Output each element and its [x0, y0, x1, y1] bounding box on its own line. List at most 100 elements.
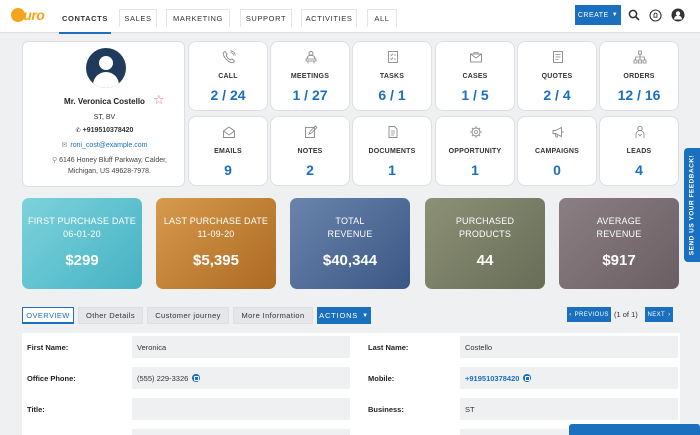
- tile-label: OPPORTUNITY: [448, 148, 502, 155]
- tile-documents[interactable]: DOCUMENTS 1: [352, 116, 432, 186]
- tile-opportunity[interactable]: OPPORTUNITY 1: [435, 116, 515, 186]
- tile-call[interactable]: CALL 2 / 24: [188, 41, 268, 111]
- tile-tasks[interactable]: TASKS 6 / 1: [352, 41, 432, 111]
- caret-down-icon: ▼: [611, 12, 619, 18]
- metric-title: PURCHASED PRODUCTS: [425, 215, 545, 241]
- notes-icon: [303, 124, 319, 140]
- contact-address-text: 6146 Honey Bluff Parkway, Calder, Michig…: [59, 157, 167, 175]
- create-button[interactable]: CREATE ▼: [575, 5, 621, 25]
- next-row-value-left[interactable]: [132, 429, 350, 435]
- metric-title: AVERAGE REVENUE: [559, 215, 679, 241]
- create-label: CREATE: [577, 11, 609, 19]
- business-label: Business:: [368, 405, 404, 414]
- nav-tab-sales[interactable]: SALES: [119, 9, 157, 27]
- office-phone-value[interactable]: (555) 229-3326: [132, 367, 350, 389]
- tile-cases[interactable]: CASES 1 / 5: [435, 41, 515, 111]
- business-text: ST: [465, 404, 475, 414]
- tile-label: CAMPAIGNS: [534, 148, 580, 155]
- cases-icon: [468, 49, 484, 65]
- last-name-label: Last Name:: [368, 343, 409, 352]
- search-icon[interactable]: [627, 8, 641, 22]
- logo-text: auro: [16, 7, 45, 23]
- tile-label: QUOTES: [541, 73, 573, 80]
- metric-title-line: FIRST PURCHASE DATE: [28, 216, 136, 226]
- nav-tab-label: MARKETING: [173, 14, 223, 23]
- tile-label: CASES: [462, 73, 488, 80]
- tile-orders[interactable]: ORDERS 12 / 16: [599, 41, 679, 111]
- orders-icon: [632, 49, 648, 65]
- metric-title: LAST PURCHASE DATE 11-09-20: [156, 215, 276, 241]
- metric-title-line: 11-09-20: [197, 229, 235, 239]
- tile-notes[interactable]: NOTES 2: [270, 116, 350, 186]
- business-value[interactable]: ST: [460, 398, 678, 420]
- last-name-value[interactable]: Costello: [460, 336, 678, 358]
- tile-label: CALL: [218, 73, 238, 80]
- office-phone-label: Office Phone:: [27, 374, 76, 383]
- notification-icon[interactable]: [648, 8, 662, 22]
- office-phone-text: (555) 229-3326: [137, 373, 189, 383]
- tile-label: EMAILS: [214, 148, 242, 155]
- page-count: (1 of 1): [614, 310, 638, 319]
- contact-address: ⚲ 6146 Honey Bluff Parkway, Calder, Mich…: [37, 155, 182, 177]
- mobile-text: +919510378420: [465, 373, 520, 383]
- metric-title-line: REVENUE: [327, 229, 373, 239]
- metric-value: 44: [476, 252, 494, 269]
- last-name-text: Costello: [465, 342, 493, 352]
- tile-emails[interactable]: EMAILS 9: [188, 116, 268, 186]
- tile-campaigns[interactable]: CAMPAIGNS 0: [517, 116, 597, 186]
- tile-value: 4: [635, 162, 643, 178]
- phone-icon: [221, 49, 237, 65]
- quotes-icon: [550, 49, 566, 65]
- metric-value: $299: [65, 252, 99, 269]
- avatar-body: [93, 72, 119, 88]
- mobile-value[interactable]: +919510378420: [460, 367, 678, 389]
- tab-overview[interactable]: OVERVIEW: [22, 307, 74, 324]
- nav-tab-activities[interactable]: ACTIVITIES: [301, 9, 357, 27]
- app-logo[interactable]: auro: [11, 6, 45, 26]
- tile-value: 2 / 4: [543, 87, 571, 103]
- logo-mark: [11, 8, 25, 22]
- email-icon: [221, 124, 237, 140]
- documents-icon: [385, 124, 401, 140]
- nav-tab-label: SUPPORT: [245, 14, 287, 23]
- tile-label: MEETINGS: [290, 73, 330, 80]
- chevron-left-icon: ‹: [569, 311, 572, 318]
- favorite-star-icon[interactable]: ☆: [153, 92, 165, 107]
- chat-bar[interactable]: [569, 424, 700, 435]
- tile-leads[interactable]: LEADS 4: [599, 116, 679, 186]
- nav-tab-marketing[interactable]: MARKETING: [166, 9, 230, 27]
- tile-meetings[interactable]: MEETINGS 1 / 27: [270, 41, 350, 111]
- call-icon[interactable]: [192, 374, 201, 382]
- previous-button[interactable]: ‹ PREVIOUS: [567, 307, 611, 322]
- feedback-tab[interactable]: SEND US YOUR FEEDBACK!: [684, 148, 700, 262]
- first-name-value[interactable]: Veronica: [132, 336, 350, 358]
- user-icon[interactable]: [671, 8, 685, 22]
- contact-email-row[interactable]: ✉ roni_cost@example.com: [23, 141, 186, 149]
- call-icon[interactable]: [523, 374, 532, 382]
- title-label: Title:: [27, 405, 45, 414]
- feedback-label: SEND US YOUR FEEDBACK!: [688, 154, 696, 256]
- tile-quotes[interactable]: QUOTES 2 / 4: [517, 41, 597, 111]
- next-button[interactable]: NEXT ›: [645, 307, 673, 322]
- nav-tab-support[interactable]: SUPPORT: [240, 9, 292, 27]
- first-name-label: First Name:: [27, 343, 69, 352]
- title-value[interactable]: [132, 398, 350, 420]
- tab-more-information[interactable]: More Information: [233, 307, 313, 324]
- tile-value: 12 / 16: [617, 87, 661, 103]
- tile-value: 0: [553, 162, 561, 178]
- metric-value: $5,395: [193, 252, 239, 269]
- tab-customer-journey[interactable]: Customer journey: [147, 307, 229, 324]
- nav-tab-contacts[interactable]: CONTACTS: [58, 9, 112, 34]
- tile-label: ORDERS: [623, 73, 655, 80]
- actions-button[interactable]: ACTIONS ▼: [317, 307, 371, 324]
- metric-title-line: AVERAGE: [596, 216, 642, 226]
- caret-down-icon: ▼: [362, 312, 369, 319]
- tab-other-details[interactable]: Other Details: [78, 307, 143, 324]
- nav-tab-all[interactable]: ALL: [367, 9, 397, 27]
- contact-phone-row[interactable]: ✆ +919510378420: [23, 127, 186, 134]
- tile-label: DOCUMENTS: [368, 148, 416, 155]
- phone-icon: ✆: [75, 128, 81, 134]
- nav-tab-label: ACTIVITIES: [305, 14, 353, 23]
- metric-title: TOTAL REVENUE: [290, 215, 410, 241]
- tab-label: More Information: [241, 311, 305, 320]
